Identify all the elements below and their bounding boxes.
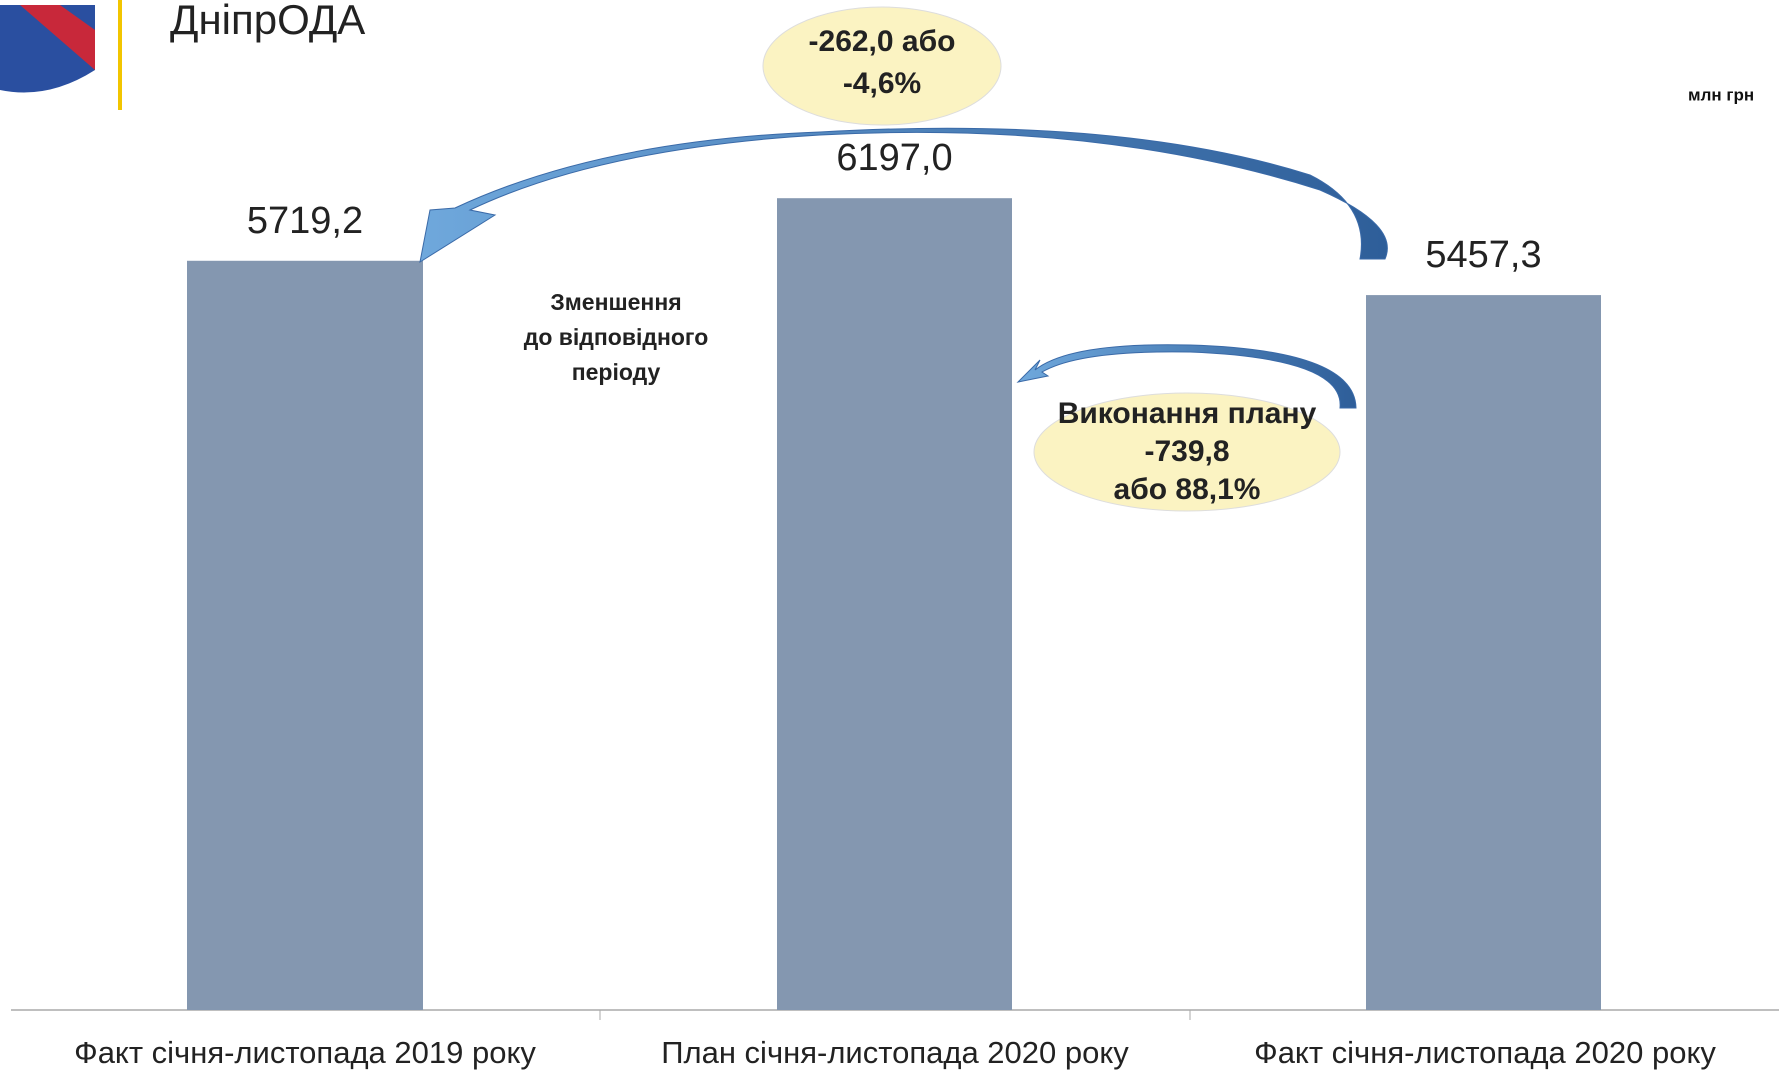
annotation: Виконання плану (1058, 397, 1317, 430)
plan-arrow (1016, 344, 1357, 409)
annotation: -739,8 (1144, 435, 1229, 468)
value-label: 6197,0 (836, 137, 952, 179)
value-label: 5457,3 (1425, 234, 1541, 276)
bubble (762, 6, 1002, 126)
annotation: -4,6% (843, 67, 921, 100)
bars: 5719,2 Факт січня-листопада 2019 року 6197… (74, 137, 1716, 1070)
annotation: Зменшення (550, 289, 681, 315)
logo (0, 0, 122, 110)
annotations: -262,0 або -4,6% Зменшення до відповідного п… (524, 25, 1317, 506)
annotation: до відповідного (524, 324, 709, 350)
bar (187, 260, 423, 1010)
unit-label: млн грн (1688, 85, 1754, 104)
annotation: періоду (572, 359, 661, 385)
decrease-arrow (419, 127, 1388, 264)
bar (1366, 295, 1601, 1010)
bubble (1033, 392, 1341, 512)
header-title: ДніпрОДА (170, 0, 365, 43)
annotation: -262,0 або (809, 25, 956, 58)
value-label: 5719,2 (247, 200, 363, 242)
annotation: або 88,1% (1114, 473, 1261, 506)
x-tick-label: Факт січня-листопада 2020 року (1254, 1035, 1716, 1070)
x-tick-label: Факт січня-листопада 2019 року (74, 1035, 536, 1070)
x-tick-label: План січня-листопада 2020 року (661, 1035, 1129, 1070)
bar (777, 198, 1012, 1010)
